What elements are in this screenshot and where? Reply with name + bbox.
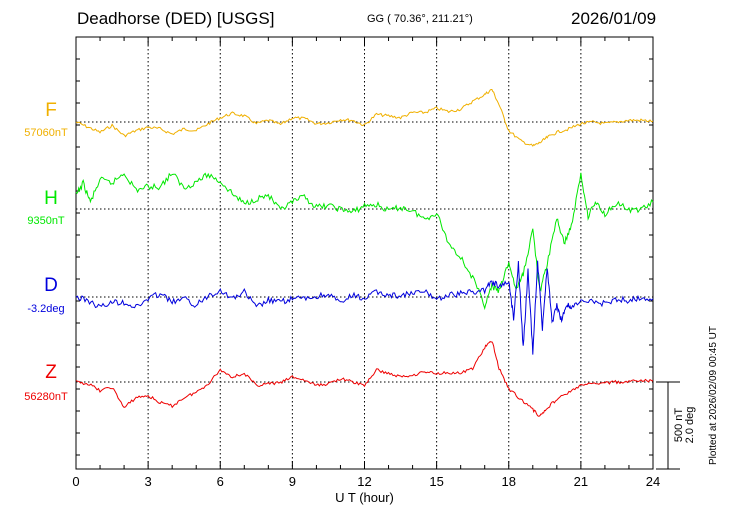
series-label-f: F <box>45 100 57 121</box>
series-line-f <box>75 89 654 147</box>
date-label: 2026/01/09 <box>571 9 657 28</box>
x-tick-label: 9 <box>289 474 296 489</box>
scale-bar-nt: 500 nT <box>673 408 685 443</box>
baseline-value-d: -3.2deg <box>27 303 64 315</box>
series-line-z <box>75 340 654 417</box>
x-tick-label: 15 <box>429 474 443 489</box>
x-tick-label: 21 <box>574 474 588 489</box>
baseline-value-h: 9350nT <box>27 215 65 227</box>
baseline-value-z: 56280nT <box>24 391 68 403</box>
series-line-d <box>75 260 654 355</box>
series-line-h <box>75 172 654 311</box>
x-tick-label: 6 <box>217 474 224 489</box>
x-tick-label: 12 <box>357 474 371 489</box>
x-tick-label: 0 <box>72 474 79 489</box>
x-tick-label: 3 <box>145 474 152 489</box>
x-tick-label: 24 <box>646 474 660 489</box>
series-label-d: D <box>44 275 58 296</box>
x-axis-label: U T (hour) <box>335 490 394 505</box>
series-label-z: Z <box>45 362 57 383</box>
x-tick-label: 18 <box>502 474 516 489</box>
baseline-value-f: 57060nT <box>24 127 68 139</box>
series-label-h: H <box>44 188 58 209</box>
station-title: Deadhorse (DED) [USGS] <box>77 9 275 28</box>
coordinates-label: GG ( 70.36°, 211.21°) <box>367 13 473 25</box>
scale-bar-deg: 2.0 deg <box>684 407 696 444</box>
